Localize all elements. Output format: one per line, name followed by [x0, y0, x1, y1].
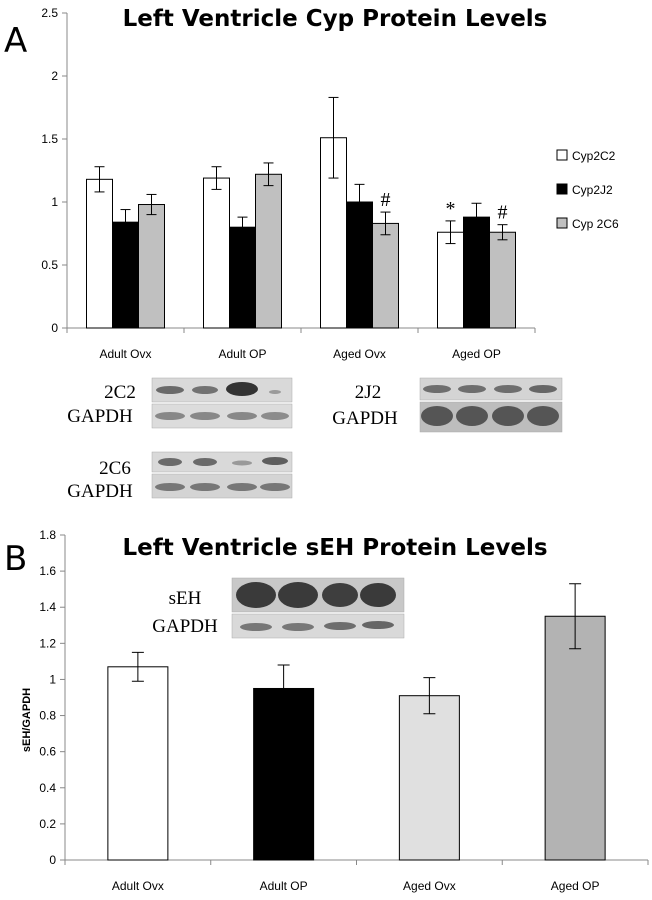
bar-cyp2j2-adult-ovx — [112, 221, 139, 329]
bar-cyp-2c6-aged-op — [489, 231, 516, 329]
y-tick-label: 1 — [51, 195, 58, 209]
y-tick-label: 1.4 — [39, 600, 56, 614]
y-tick-label: 0.2 — [39, 817, 56, 831]
x-tick-label: Adult OP — [260, 879, 308, 893]
y-tick-label: 2 — [51, 69, 58, 83]
bar-cyp2j2-adult-op — [229, 226, 256, 329]
chart-b-ylabel: sEH/GAPDH — [21, 688, 33, 752]
bar-adult-op — [253, 687, 315, 861]
y-tick-label: 0.8 — [39, 709, 56, 723]
y-tick-label: 0.5 — [41, 258, 58, 272]
legend-swatch-cyp2j2 — [556, 183, 568, 195]
significance-marker: # — [498, 202, 508, 224]
y-tick-label: 2.5 — [41, 6, 58, 20]
legend-swatch-cyp-2c6 — [556, 217, 568, 229]
blot-2c2: 2C2 GAPDH — [67, 377, 293, 429]
chart-b-title: Left Ventricle sEH Protein Levels — [122, 535, 547, 561]
y-tick-label: 1.8 — [39, 528, 56, 542]
y-tick-label: 1.2 — [39, 636, 56, 650]
legend-label-cyp2c2: Cyp2C2 — [572, 149, 616, 163]
blot-2j2: 2J2 GAPDH — [332, 377, 563, 433]
bar-aged-ovx — [398, 695, 460, 861]
blot-2c6-protein-label: 2C6 — [99, 458, 131, 479]
bar-aged-op — [544, 615, 606, 861]
x-tick-label: Aged Ovx — [333, 347, 386, 361]
bar-adult-ovx — [107, 666, 169, 861]
legend-swatch-cyp2c2 — [556, 149, 568, 161]
bar-cyp2j2-aged-op — [463, 216, 490, 329]
y-tick-label: 0.4 — [39, 781, 56, 795]
significance-marker: # — [381, 189, 391, 211]
panel-letter-a: A — [4, 21, 27, 61]
bar-cyp2c2-adult-op — [203, 177, 230, 329]
x-tick-label: Aged OP — [452, 347, 501, 361]
blot-2j2-loading-label: GAPDH — [332, 408, 398, 429]
y-tick-label: 1.5 — [41, 132, 58, 146]
y-tick-label: 1.6 — [39, 564, 56, 578]
bar-cyp-2c6-aged-ovx — [372, 222, 399, 329]
bar-cyp-2c6-adult-ovx — [138, 204, 165, 329]
x-tick-label: Aged OP — [551, 879, 600, 893]
legend-label-cyp-2c6: Cyp 2C6 — [572, 217, 619, 231]
blot-2c2-loading-label: GAPDH — [67, 406, 133, 427]
y-tick-label: 0 — [51, 321, 58, 335]
bar-cyp2c2-adult-ovx — [86, 178, 113, 329]
blot-2c6-loading-label: GAPDH — [67, 481, 133, 502]
legend-label-cyp2j2: Cyp2J2 — [572, 183, 613, 197]
bar-cyp2j2-aged-ovx — [346, 201, 373, 329]
x-tick-label: Adult Ovx — [99, 347, 151, 361]
x-tick-label: Adult Ovx — [112, 879, 164, 893]
panel-letter-b: B — [4, 539, 27, 579]
bar-cyp2c2-aged-op — [437, 231, 464, 329]
bar-cyp-2c6-adult-op — [255, 173, 282, 329]
blot-2c2-protein-label: 2C2 — [104, 382, 136, 403]
blot-seh-loading-label: GAPDH — [152, 616, 218, 637]
chart-a: 0 0.5 1 1.5 2 2.5 Adult Ovx Adult OP Aged Ovx Age… — [41, 6, 536, 361]
blot-2j2-protein-label: 2J2 — [355, 382, 381, 403]
chart-a-legend: Cyp2C2 Cyp2J2 Cyp 2C6 — [556, 149, 619, 231]
blot-seh-protein-label: sEH — [169, 588, 202, 609]
chart-a-title: Left Ventricle Cyp Protein Levels — [123, 6, 548, 32]
x-tick-label: Aged Ovx — [403, 879, 456, 893]
y-tick-label: 1 — [49, 672, 56, 686]
x-tick-label: Adult OP — [218, 347, 266, 361]
blot-2c6: 2C6 GAPDH — [67, 451, 293, 502]
y-tick-label: 0.6 — [39, 745, 56, 759]
blot-seh: sEH GAPDH — [152, 577, 405, 639]
y-tick-label: 0 — [49, 853, 56, 867]
significance-marker: * — [446, 198, 456, 220]
chart-b: 0 0.2 0.4 0.6 0.8 1 1.2 1.4 1.6 1.8 Adult Ovx Adult… — [39, 528, 649, 893]
